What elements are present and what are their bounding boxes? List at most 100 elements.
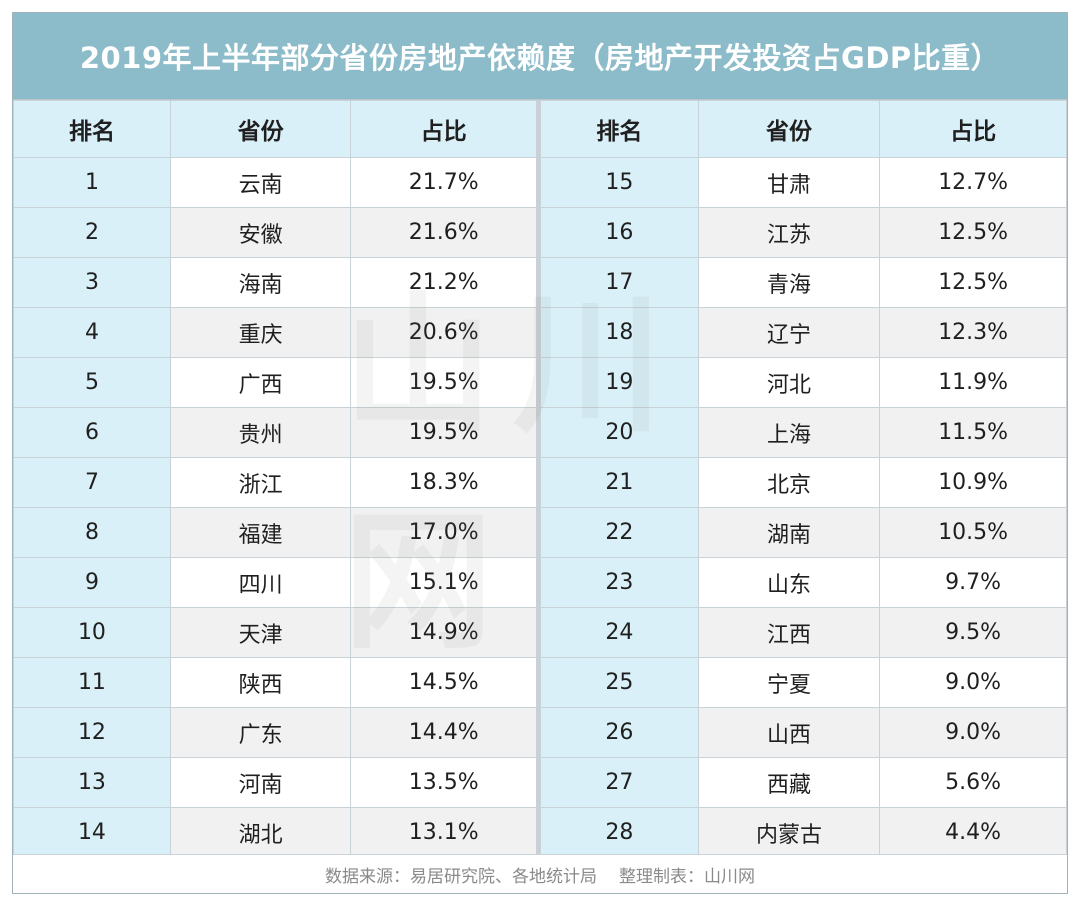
- rank-cell: 2: [13, 207, 171, 258]
- share-cell: 19.5%: [350, 407, 537, 458]
- rank-cell: 17: [540, 257, 699, 308]
- rank-cell: 13: [13, 757, 171, 808]
- share-cell: 20.6%: [350, 307, 537, 358]
- rank-cell: 9: [13, 557, 171, 608]
- header-row: 排名 省份 占比: [540, 100, 1067, 158]
- header-province: 省份: [169, 100, 352, 158]
- rank-cell: 26: [540, 707, 699, 758]
- province-cell: 青海: [697, 257, 881, 308]
- share-cell: 21.2%: [350, 257, 537, 308]
- table-row: 2 安徽 21.6%: [13, 207, 537, 258]
- table-row: 19 河北 11.9%: [540, 357, 1067, 408]
- share-cell: 5.6%: [879, 757, 1067, 808]
- table-row: 9 四川 15.1%: [13, 557, 537, 608]
- share-cell: 12.7%: [879, 157, 1067, 208]
- table-row: 15 甘肃 12.7%: [540, 157, 1067, 208]
- rank-cell: 10: [13, 607, 171, 658]
- rank-cell: 28: [540, 807, 699, 858]
- table-row: 7 浙江 18.3%: [13, 457, 537, 508]
- rank-cell: 4: [13, 307, 171, 358]
- share-cell: 9.7%: [879, 557, 1067, 608]
- table-row: 6 贵州 19.5%: [13, 407, 537, 458]
- share-cell: 19.5%: [350, 357, 537, 408]
- province-cell: 河南: [169, 757, 352, 808]
- rank-cell: 3: [13, 257, 171, 308]
- header-share: 占比: [350, 100, 537, 158]
- share-cell: 18.3%: [350, 457, 537, 508]
- table-row: 23 山东 9.7%: [540, 557, 1067, 608]
- table-row: 18 辽宁 12.3%: [540, 307, 1067, 358]
- province-cell: 福建: [169, 507, 352, 558]
- share-cell: 17.0%: [350, 507, 537, 558]
- share-cell: 9.5%: [879, 607, 1067, 658]
- rank-cell: 1: [13, 157, 171, 208]
- share-cell: 14.5%: [350, 657, 537, 708]
- province-cell: 湖南: [697, 507, 881, 558]
- share-cell: 15.1%: [350, 557, 537, 608]
- province-cell: 广东: [169, 707, 352, 758]
- left-table-section: 排名 省份 占比 1 云南 21.7% 2 安徽 21.6% 3 海南 21.2% 4 重庆 20.6…: [13, 100, 540, 858]
- share-cell: 12.5%: [879, 207, 1067, 258]
- table-row: 20 上海 11.5%: [540, 407, 1067, 458]
- table-row: 1 云南 21.7%: [13, 157, 537, 208]
- header-row: 排名 省份 占比: [13, 100, 537, 158]
- right-table-section: 排名 省份 占比 15 甘肃 12.7% 16 江苏 12.5% 17 青海 12.5% 18 辽宁…: [540, 100, 1067, 858]
- table-row: 21 北京 10.9%: [540, 457, 1067, 508]
- table-row: 22 湖南 10.5%: [540, 507, 1067, 558]
- header-share: 占比: [879, 100, 1067, 158]
- province-cell: 宁夏: [697, 657, 881, 708]
- rank-cell: 14: [13, 807, 171, 858]
- share-cell: 9.0%: [879, 657, 1067, 708]
- rank-cell: 24: [540, 607, 699, 658]
- province-cell: 辽宁: [697, 307, 881, 358]
- rank-cell: 23: [540, 557, 699, 608]
- share-cell: 13.5%: [350, 757, 537, 808]
- province-cell: 湖北: [169, 807, 352, 858]
- province-cell: 甘肃: [697, 157, 881, 208]
- province-cell: 江苏: [697, 207, 881, 258]
- share-cell: 12.5%: [879, 257, 1067, 308]
- footer-producer: 整理制表：山川网: [619, 866, 755, 887]
- header-province: 省份: [697, 100, 881, 158]
- header-rank: 排名: [540, 100, 699, 158]
- province-cell: 浙江: [169, 457, 352, 508]
- header-rank: 排名: [13, 100, 171, 158]
- table-row: 5 广西 19.5%: [13, 357, 537, 408]
- share-cell: 14.4%: [350, 707, 537, 758]
- share-cell: 10.5%: [879, 507, 1067, 558]
- table-row: 10 天津 14.9%: [13, 607, 537, 658]
- rank-cell: 19: [540, 357, 699, 408]
- right-table: 排名 省份 占比 15 甘肃 12.7% 16 江苏 12.5% 17 青海 12.5% 18 辽宁…: [540, 100, 1067, 858]
- province-cell: 北京: [697, 457, 881, 508]
- table-row: 28 内蒙古 4.4%: [540, 807, 1067, 858]
- rank-cell: 7: [13, 457, 171, 508]
- table-row: 8 福建 17.0%: [13, 507, 537, 558]
- rank-cell: 16: [540, 207, 699, 258]
- province-cell: 重庆: [169, 307, 352, 358]
- table-row: 25 宁夏 9.0%: [540, 657, 1067, 708]
- table-row: 26 山西 9.0%: [540, 707, 1067, 758]
- province-cell: 山东: [697, 557, 881, 608]
- share-cell: 11.5%: [879, 407, 1067, 458]
- province-cell: 广西: [169, 357, 352, 408]
- province-cell: 陕西: [169, 657, 352, 708]
- left-table-rows: 1 云南 21.7% 2 安徽 21.6% 3 海南 21.2% 4 重庆 20.6% 5 广西 19.5%…: [13, 157, 537, 858]
- footer-note: 数据来源：易居研究院、各地统计局 整理制表：山川网: [13, 854, 1067, 893]
- table-row: 12 广东 14.4%: [13, 707, 537, 758]
- table-row: 11 陕西 14.5%: [13, 657, 537, 708]
- left-table: 排名 省份 占比 1 云南 21.7% 2 安徽 21.6% 3 海南 21.2% 4 重庆 20.6…: [13, 100, 537, 858]
- rank-cell: 11: [13, 657, 171, 708]
- share-cell: 14.9%: [350, 607, 537, 658]
- rank-cell: 6: [13, 407, 171, 458]
- right-table-rows: 15 甘肃 12.7% 16 江苏 12.5% 17 青海 12.5% 18 辽宁 12.3% 19 河北…: [540, 157, 1067, 858]
- share-cell: 12.3%: [879, 307, 1067, 358]
- province-cell: 上海: [697, 407, 881, 458]
- table-row: 27 西藏 5.6%: [540, 757, 1067, 808]
- province-cell: 内蒙古: [697, 807, 881, 858]
- province-cell: 云南: [169, 157, 352, 208]
- rank-cell: 27: [540, 757, 699, 808]
- rank-cell: 18: [540, 307, 699, 358]
- province-cell: 贵州: [169, 407, 352, 458]
- share-cell: 11.9%: [879, 357, 1067, 408]
- share-cell: 10.9%: [879, 457, 1067, 508]
